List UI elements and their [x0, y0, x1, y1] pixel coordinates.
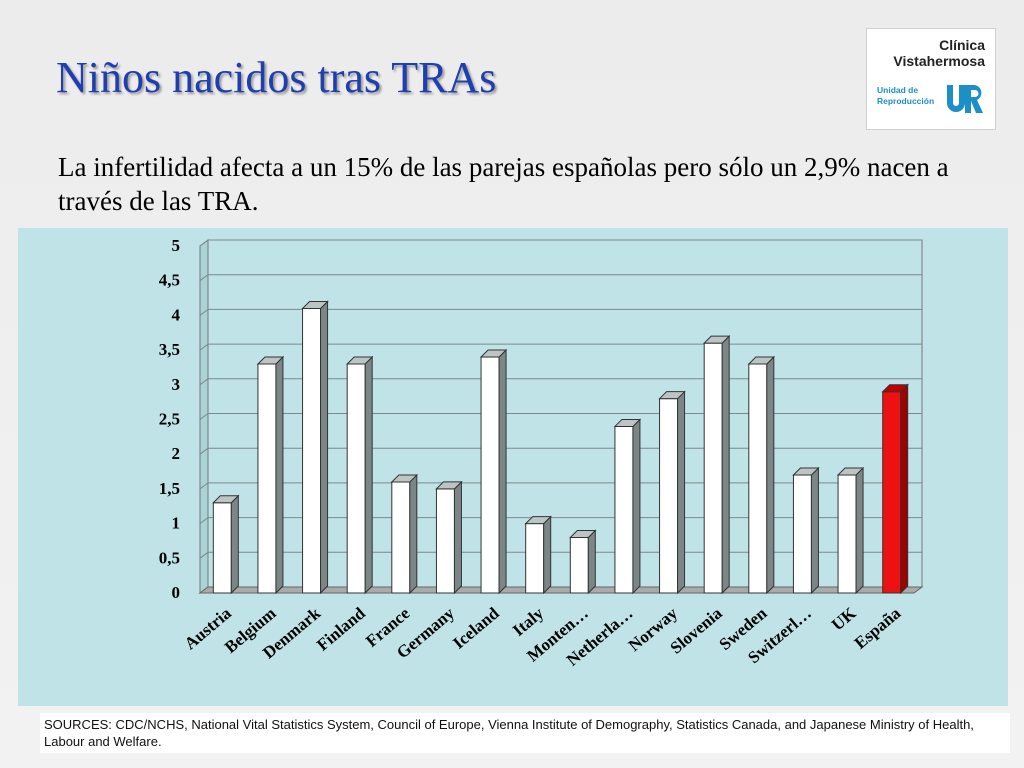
bar-side — [587, 529, 596, 595]
y-tick-label: 4 — [172, 305, 181, 324]
bar-front — [525, 523, 545, 594]
bar-top — [836, 467, 865, 476]
bar-top — [301, 300, 329, 309]
bar-side — [498, 348, 507, 595]
gridline — [199, 308, 922, 316]
bar-side — [453, 480, 462, 595]
bar-top — [524, 516, 552, 525]
bar-top — [435, 481, 463, 490]
bar-front — [882, 391, 902, 594]
y-tick-label: 4,5 — [159, 271, 180, 290]
bar-top — [390, 474, 419, 483]
y-tick-label: 3,5 — [159, 340, 180, 359]
logo-line-clinica: Clínica — [939, 37, 985, 53]
y-tick-label: 5 — [172, 236, 181, 255]
slide-subtitle: La infertilidad afecta a un 15% de las p… — [58, 152, 949, 216]
y-tick-label: 3 — [172, 375, 181, 394]
bar-front — [703, 342, 723, 594]
bar-front — [391, 481, 411, 594]
bar-front — [480, 356, 500, 594]
logo-line-vistahermosa: Vistahermosa — [893, 53, 985, 69]
bar-top — [613, 418, 642, 427]
bar-top — [881, 384, 909, 393]
bar-top — [792, 467, 820, 476]
gridline — [199, 239, 922, 247]
bar-front — [659, 398, 679, 594]
gridline — [199, 378, 922, 386]
bar-top — [569, 529, 597, 538]
bar-top — [345, 356, 374, 365]
y-tick-label: 2 — [172, 444, 181, 463]
bar-side — [230, 494, 239, 595]
y-tick-label: 1 — [172, 514, 181, 533]
bar-side — [677, 390, 686, 595]
bar-top — [658, 391, 686, 400]
x-tick-label: España — [851, 603, 905, 652]
bar-front — [748, 363, 768, 594]
bar-top — [702, 335, 731, 344]
bar-front — [569, 536, 589, 594]
ur-logo-icon — [945, 81, 985, 117]
bar-side — [855, 466, 864, 595]
slide-title: Niños nacidos tras TRAs — [56, 53, 497, 102]
bar-front — [614, 425, 634, 594]
bar-front — [346, 363, 366, 594]
gridline — [199, 274, 922, 282]
bar-side — [364, 355, 373, 595]
logo-line-unidad: Unidad de Reproducción — [877, 85, 934, 107]
y-tick-label: 2,5 — [159, 410, 180, 429]
bar-side — [409, 473, 418, 595]
bar-top — [256, 356, 285, 365]
gridline — [199, 343, 922, 351]
y-tick-label: 0,5 — [159, 548, 180, 567]
bar-side — [320, 300, 329, 595]
logo-reproduccion-text: Reproducción — [877, 96, 935, 106]
bar-side — [900, 383, 909, 595]
bar-front — [435, 488, 455, 594]
x-tick-label: UK — [828, 603, 860, 634]
bar-front — [257, 363, 277, 594]
bar-side — [810, 466, 819, 595]
bar-side — [543, 515, 552, 595]
y-tick-label: 0 — [172, 583, 181, 602]
bar-top — [747, 356, 776, 365]
bar-top — [479, 349, 508, 358]
clinic-logo: Clínica Vistahermosa Unidad de Reproducc… — [866, 28, 996, 130]
y-tick-label: 1,5 — [159, 479, 180, 498]
bar-side — [766, 355, 775, 595]
bar-side — [721, 334, 730, 595]
bar-side — [632, 418, 641, 595]
bar-front — [212, 502, 232, 594]
bar-front — [837, 474, 857, 594]
x-tick-label: Iceland — [449, 603, 503, 653]
logo-unidad-text: Unidad de — [877, 85, 919, 95]
bar-front — [792, 474, 812, 594]
sources-note: SOURCES: CDC/NCHS, National Vital Statis… — [40, 713, 1010, 753]
bar-front — [302, 307, 322, 594]
bar-side — [275, 355, 284, 595]
x-tick-label: Finland — [313, 603, 369, 654]
bar-top — [212, 495, 240, 504]
